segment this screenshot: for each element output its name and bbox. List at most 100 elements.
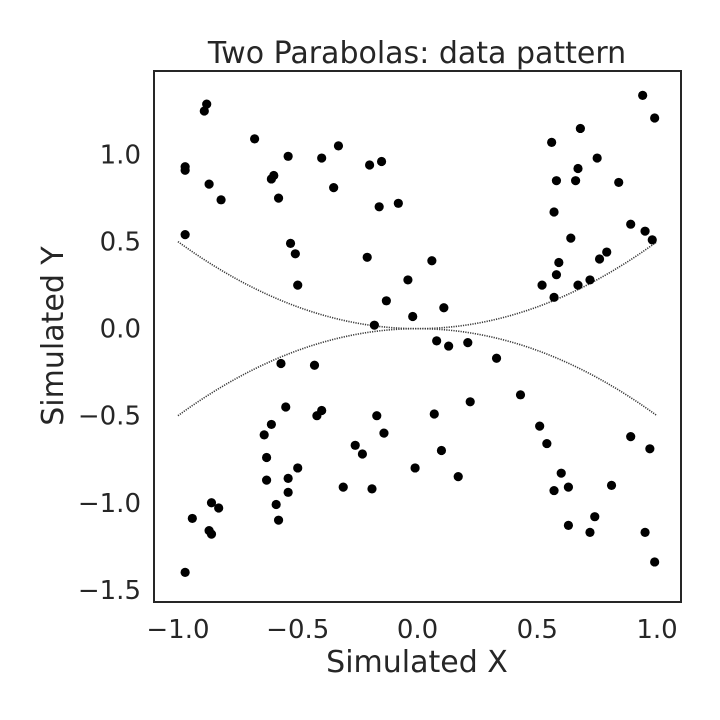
data-point bbox=[432, 336, 442, 346]
data-point bbox=[551, 270, 562, 280]
parabola-curve bbox=[177, 327, 658, 417]
data-point bbox=[650, 113, 660, 123]
data-point bbox=[180, 165, 190, 175]
data-point bbox=[427, 256, 437, 266]
data-point bbox=[273, 515, 284, 525]
data-point bbox=[281, 402, 291, 412]
data-point bbox=[269, 170, 279, 181]
data-point bbox=[554, 257, 564, 268]
data-point bbox=[640, 527, 650, 537]
data-point bbox=[602, 247, 612, 257]
data-point bbox=[285, 238, 296, 248]
data-point bbox=[283, 151, 293, 161]
data-point bbox=[202, 99, 212, 109]
data-point bbox=[276, 358, 286, 369]
curves-layer bbox=[177, 240, 658, 417]
data-point bbox=[372, 411, 382, 421]
y-tick-label: 0.5 bbox=[100, 228, 141, 258]
chart-title: Two Parabolas: data pattern bbox=[207, 36, 626, 71]
data-point bbox=[594, 254, 605, 264]
data-point bbox=[283, 487, 293, 497]
y-axis-title: Simulated Y bbox=[36, 246, 71, 426]
data-point bbox=[614, 177, 624, 188]
data-point bbox=[271, 499, 281, 510]
data-point bbox=[463, 337, 473, 348]
data-point bbox=[439, 303, 449, 313]
data-point bbox=[259, 430, 269, 440]
data-point bbox=[362, 252, 372, 262]
data-point bbox=[293, 280, 303, 290]
x-tick-labels: −1.0 −0.5 0.0 0.5 1.0 bbox=[146, 615, 677, 645]
data-point bbox=[408, 311, 418, 322]
data-point bbox=[369, 320, 379, 330]
data-point bbox=[374, 202, 384, 212]
data-point bbox=[556, 468, 566, 478]
data-point bbox=[357, 449, 367, 459]
y-tick-label: −0.5 bbox=[78, 402, 141, 432]
y-tick-labels: −1.5 −1.0 −0.5 0.0 0.5 1.0 bbox=[78, 141, 141, 606]
x-tick-label: 0.0 bbox=[397, 615, 438, 645]
data-point bbox=[429, 409, 439, 419]
data-point bbox=[606, 480, 617, 490]
x-tick-label: −0.5 bbox=[266, 615, 329, 645]
data-point bbox=[180, 230, 190, 240]
data-point bbox=[626, 432, 636, 442]
data-point bbox=[453, 472, 463, 482]
data-point bbox=[261, 475, 272, 485]
data-point bbox=[626, 219, 636, 229]
data-point bbox=[551, 176, 562, 186]
data-point bbox=[465, 397, 475, 407]
data-point bbox=[537, 280, 547, 290]
data-point bbox=[638, 90, 648, 100]
data-point bbox=[338, 482, 348, 492]
data-point bbox=[647, 235, 657, 245]
data-point bbox=[549, 292, 559, 302]
data-point bbox=[410, 463, 420, 473]
data-point bbox=[575, 123, 585, 134]
data-point bbox=[273, 193, 284, 203]
data-point bbox=[650, 557, 660, 567]
data-point bbox=[393, 198, 403, 208]
data-point bbox=[542, 438, 552, 449]
data-point bbox=[566, 233, 576, 243]
data-point bbox=[645, 444, 655, 454]
data-point bbox=[571, 176, 581, 186]
data-point bbox=[293, 463, 303, 473]
data-point bbox=[199, 106, 209, 116]
data-point bbox=[266, 419, 276, 430]
data-point bbox=[444, 341, 454, 351]
data-point bbox=[573, 163, 583, 174]
data-point bbox=[535, 421, 545, 431]
points-layer bbox=[180, 90, 660, 578]
data-point bbox=[549, 207, 559, 217]
data-point bbox=[187, 513, 197, 524]
data-point bbox=[317, 405, 327, 416]
data-point bbox=[214, 503, 224, 513]
data-point bbox=[261, 452, 272, 463]
y-tick-label: −1.5 bbox=[78, 576, 141, 606]
parabola-curve bbox=[177, 240, 658, 330]
data-point bbox=[376, 156, 387, 167]
data-point bbox=[381, 296, 391, 306]
data-point bbox=[350, 440, 360, 450]
data-point bbox=[590, 512, 600, 522]
data-point bbox=[204, 179, 214, 189]
data-point bbox=[317, 153, 327, 163]
data-point bbox=[379, 428, 389, 438]
x-tick-label: 1.0 bbox=[636, 615, 677, 645]
plot-frame bbox=[153, 70, 682, 603]
data-point bbox=[585, 527, 595, 537]
y-tick-label: 1.0 bbox=[100, 141, 141, 171]
x-tick-label: 0.5 bbox=[517, 615, 558, 645]
data-point bbox=[250, 134, 260, 144]
x-axis-title: Simulated X bbox=[326, 645, 508, 680]
data-point bbox=[563, 482, 574, 492]
data-point bbox=[585, 275, 595, 285]
data-point bbox=[573, 280, 583, 290]
data-point bbox=[180, 567, 190, 578]
y-tick-label: 0.0 bbox=[100, 315, 141, 345]
data-point bbox=[436, 445, 447, 456]
data-point bbox=[640, 226, 650, 236]
data-point bbox=[592, 153, 602, 163]
